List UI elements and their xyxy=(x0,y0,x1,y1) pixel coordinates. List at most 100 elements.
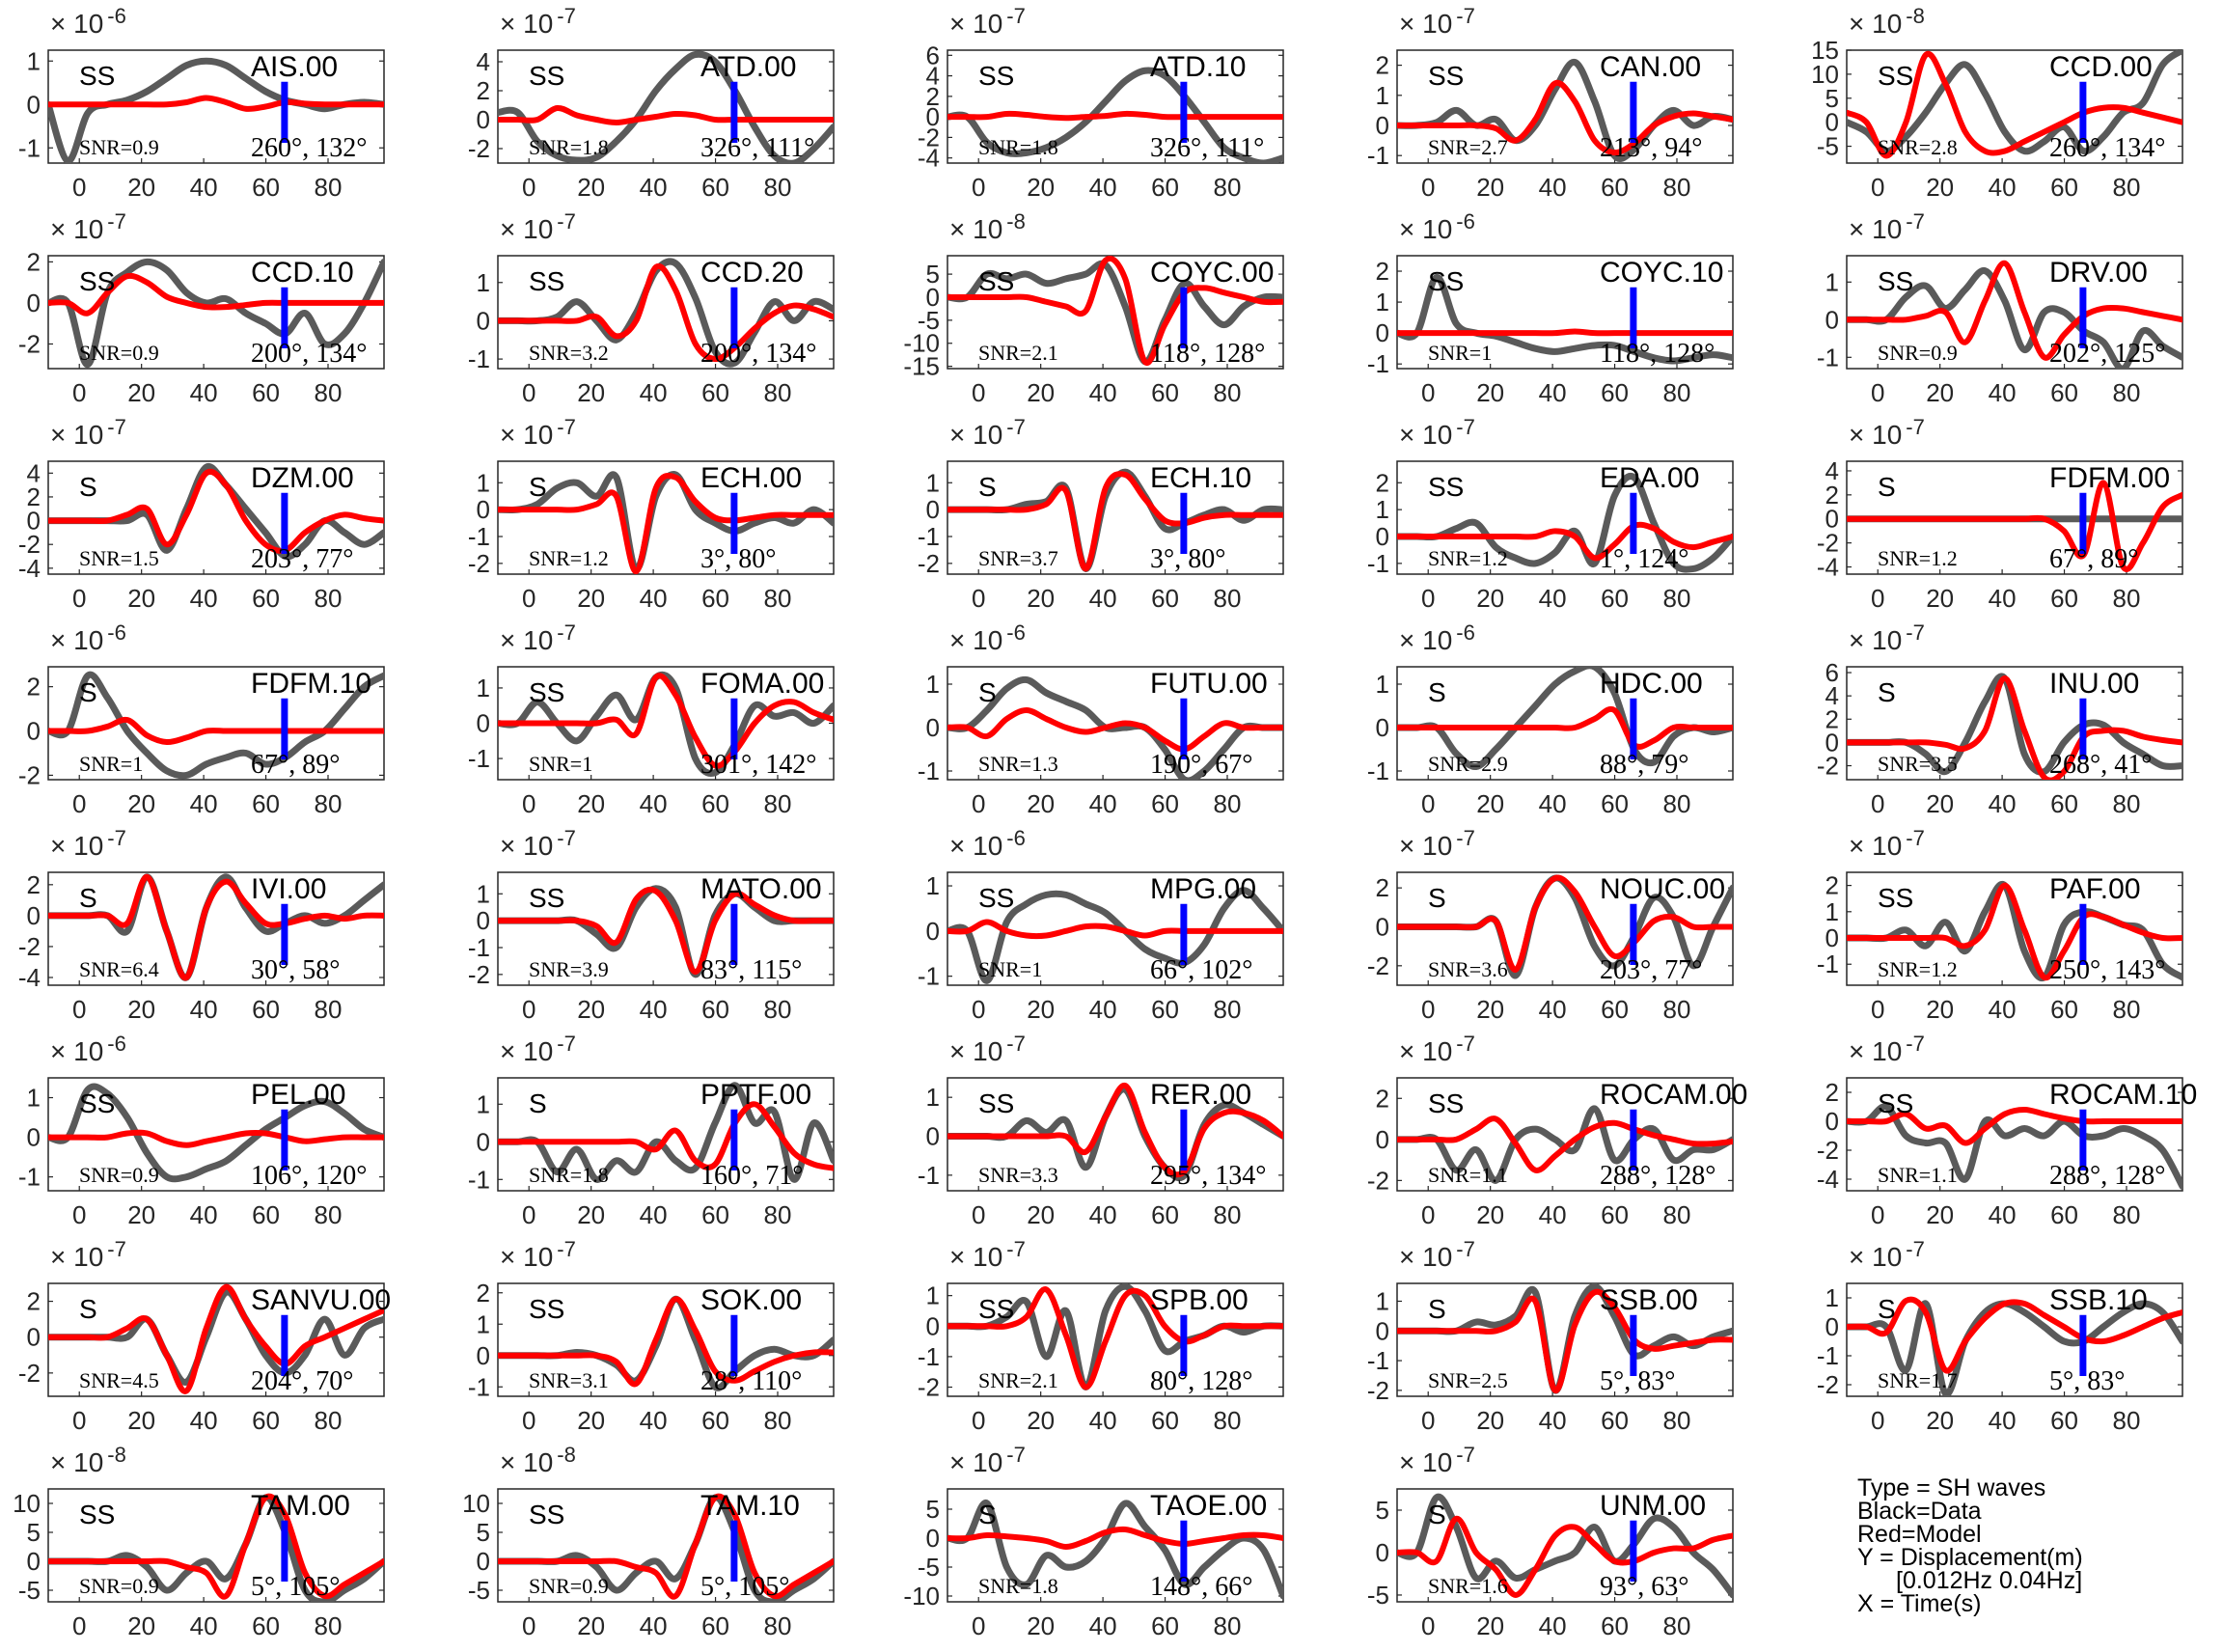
y-tick-label: -2 xyxy=(1817,1370,1839,1399)
trace-group xyxy=(498,1082,834,1183)
x-tick-label: 80 xyxy=(764,1611,792,1640)
x-tick-label: 60 xyxy=(1601,584,1629,613)
y-tick-label: -1 xyxy=(18,1163,41,1192)
y-tick-label: 5 xyxy=(1825,84,1839,113)
y-tick-label: -1 xyxy=(1817,343,1839,372)
x-tick-label: 80 xyxy=(2113,995,2141,1024)
y-tick-label: -4 xyxy=(1817,1165,1839,1194)
angles-label: 5°, 83° xyxy=(1600,1366,1675,1396)
scale-base: × 10 xyxy=(50,1242,103,1272)
station-name: MPG.00 xyxy=(1150,873,1256,905)
x-tick-label: 0 xyxy=(1421,1200,1435,1229)
trace-group xyxy=(48,258,384,369)
scale-exponent: × 10 -7 xyxy=(949,1032,1026,1066)
x-tick-label: 0 xyxy=(1421,1611,1435,1640)
model-trace xyxy=(1847,480,2182,572)
data-trace xyxy=(1397,1283,1733,1394)
scale-power: -7 xyxy=(557,620,576,645)
x-tick-label: 60 xyxy=(701,789,729,818)
phase-label: S xyxy=(529,1088,547,1118)
x-tick-label: 80 xyxy=(1214,378,1242,407)
phase-label: S xyxy=(1878,472,1896,502)
station-name: HDC.00 xyxy=(1600,668,1703,700)
scale-power: -7 xyxy=(557,209,576,234)
x-tick-label: 60 xyxy=(1601,173,1629,202)
x-tick-label: 40 xyxy=(640,584,668,613)
x-tick-label: 60 xyxy=(701,1200,729,1229)
y-tick-label: 4 xyxy=(27,458,41,487)
x-tick-label: 40 xyxy=(190,584,218,613)
axes-frame xyxy=(947,1077,1284,1192)
phase-label: SS xyxy=(978,61,1014,91)
snr-label: SNR=1.2 xyxy=(1878,957,1958,981)
y-tick-label: 0 xyxy=(27,1547,41,1576)
scale-base: × 10 xyxy=(1399,420,1452,450)
angles-label: 80°, 128° xyxy=(1150,1366,1252,1396)
y-tick-label: -2 xyxy=(468,960,490,989)
y-tick-label: 1 xyxy=(1376,288,1389,317)
y-tick-label: -1 xyxy=(1817,1341,1839,1370)
scale-power: -7 xyxy=(1906,1032,1925,1056)
trace-group xyxy=(498,471,834,574)
station-name: SANVU.00 xyxy=(251,1284,391,1316)
scale-exponent: × 10 -6 xyxy=(50,620,126,655)
angles-label: 5°, 105° xyxy=(251,1572,340,1602)
x-tick-label: 0 xyxy=(522,1406,535,1435)
angles-label: 160°, 71° xyxy=(700,1161,803,1191)
scale-base: × 10 xyxy=(1399,1242,1452,1272)
x-tick-label: 40 xyxy=(1989,173,2017,202)
trace-group xyxy=(498,258,834,368)
axes-frame xyxy=(497,1488,835,1603)
trace-group xyxy=(947,468,1283,572)
station-name: CCD.20 xyxy=(700,257,804,289)
scale-power: -7 xyxy=(1456,4,1475,28)
phase-label: S xyxy=(79,1294,97,1324)
x-tick-label: 80 xyxy=(2113,584,2141,613)
y-tick-label: 2 xyxy=(27,1287,41,1316)
data-trace xyxy=(498,50,834,163)
scale-power: -7 xyxy=(1006,1443,1026,1467)
y-tick-label: -10 xyxy=(903,329,940,358)
data-trace xyxy=(1847,880,2182,981)
x-tick-label: 60 xyxy=(701,378,729,407)
axes-frame xyxy=(497,255,835,370)
trace-group xyxy=(1397,874,1733,979)
data-trace xyxy=(1847,1103,2182,1190)
x-tick-label: 20 xyxy=(577,173,605,202)
x-tick-label: 60 xyxy=(1601,995,1629,1024)
y-tick-label: -1 xyxy=(918,757,940,785)
x-tick-label: 60 xyxy=(252,1406,280,1435)
phase-label: S xyxy=(978,677,997,707)
x-tick-label: 80 xyxy=(764,1200,792,1229)
scale-base: × 10 xyxy=(1399,1447,1452,1477)
data-trace xyxy=(498,671,834,777)
data-trace xyxy=(1397,473,1733,573)
legend-type: Type = SH waves xyxy=(1857,1474,2046,1501)
y-tick-label: 2 xyxy=(1825,871,1839,900)
data-trace xyxy=(498,885,834,978)
axes-frame xyxy=(1846,871,2183,986)
axes-frame xyxy=(47,460,385,575)
scale-base: × 10 xyxy=(949,9,1002,39)
phase-label: S xyxy=(79,677,97,707)
trace-group xyxy=(1397,473,1733,573)
y-tick-label: 2 xyxy=(27,482,41,511)
station-name: DZM.00 xyxy=(251,462,354,494)
snr-label: SNR=0.9 xyxy=(79,135,159,159)
data-trace xyxy=(1397,667,1733,771)
scale-power: -8 xyxy=(1006,209,1026,234)
snr-label: SNR=2.9 xyxy=(1428,752,1508,776)
x-tick-label: 0 xyxy=(72,789,86,818)
y-tick-label: 1 xyxy=(926,670,940,699)
station-name: AIS.00 xyxy=(251,51,338,83)
y-tick-label: -4 xyxy=(1817,553,1839,582)
snr-label: SNR=1.8 xyxy=(978,1574,1058,1598)
data-trace xyxy=(947,1500,1283,1600)
x-tick-label: 20 xyxy=(1027,1200,1055,1229)
y-tick-label: 1 xyxy=(477,468,490,497)
y-tick-label: -5 xyxy=(918,1553,940,1582)
